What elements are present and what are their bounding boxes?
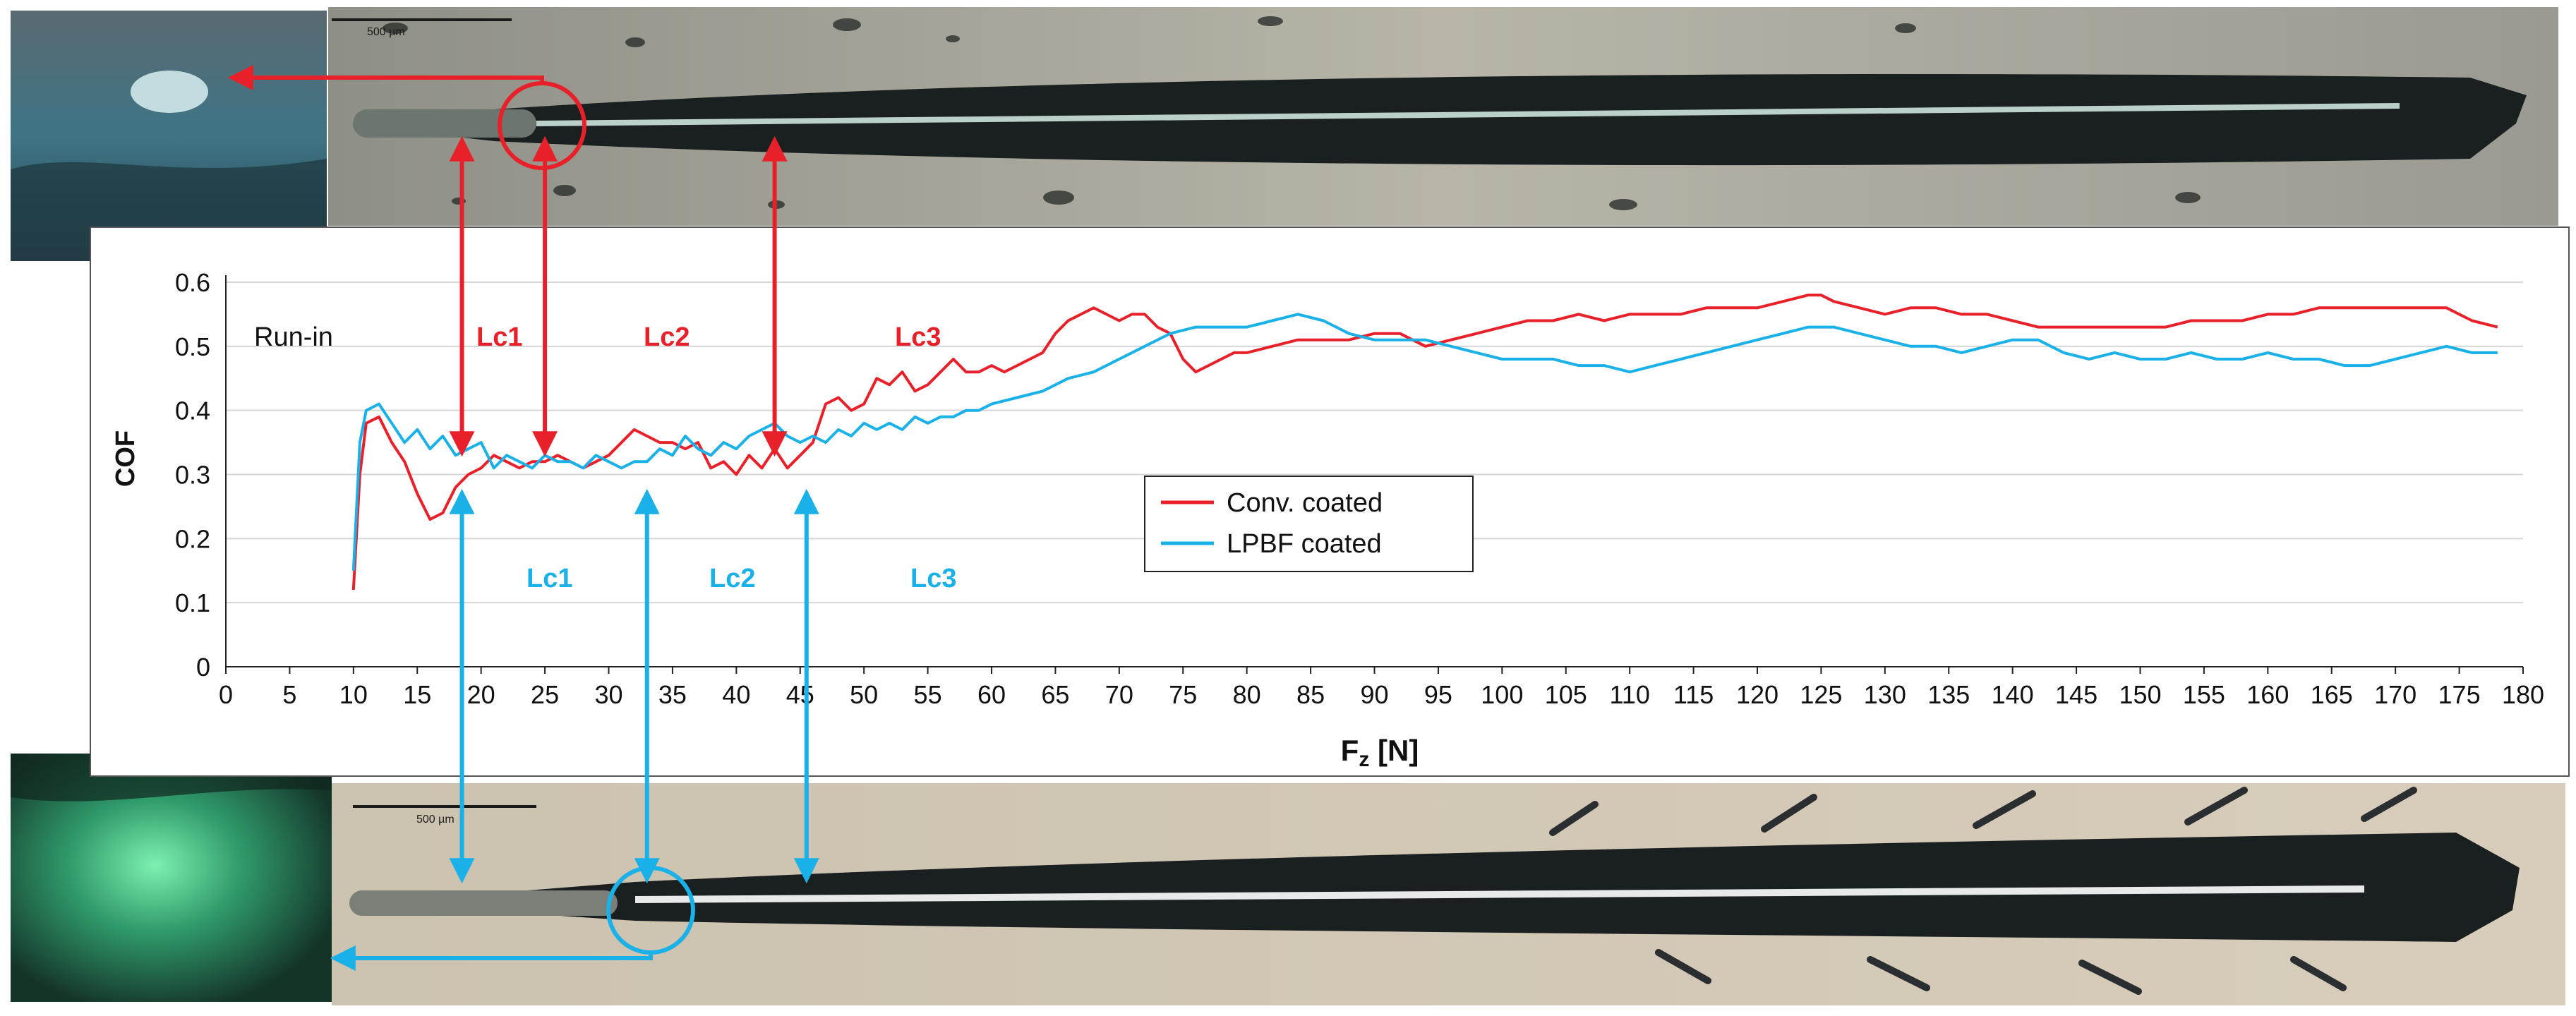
y-tick-label-0: 0 [196,653,210,682]
x-tick-label-6: 30 [594,680,622,709]
x-tick-label-14: 70 [1105,680,1133,709]
x-tick-label-1: 5 [282,680,296,709]
scratch-start-bottom [349,890,618,916]
lpbf-lc1-label: Lc1 [526,564,572,593]
x-tick-label-4: 20 [467,680,495,709]
x-tick-label-23: 115 [1673,680,1714,709]
x-tick-label-17: 85 [1296,680,1325,709]
micrograph-inset-lpbf [11,754,332,1002]
x-tick-label-13: 65 [1041,680,1069,709]
scratch-track-lpbf-image: 500 µm [332,783,2565,1005]
legend-label-lpbf: LPBF coated [1227,529,1382,559]
x-tick-label-11: 55 [914,680,942,709]
scratch-groove-bottom [367,833,2520,942]
x-tick-label-27: 135 [1927,680,1970,709]
legend-label-conv: Conv. coated [1227,488,1383,518]
y-tick-label-5: 0.5 [175,332,210,361]
scale-bar-bottom-label: 500 µm [416,814,455,826]
cof-chart: 0 0.1 0.2 0.3 0.4 0.5 0.6 0 5 10 15 20 25 30 35 40 45 50… [175,268,2544,709]
y-tick-label-6: 0.6 [175,268,210,297]
run-in-label: Run-in [254,322,333,352]
conv-lc2-label: Lc2 [644,322,690,352]
x-tick-label-12: 60 [977,680,1006,709]
y-tick-label-2: 0.2 [175,524,210,553]
x-tick-label-33: 165 [2311,680,2353,709]
x-tick-label-21: 105 [1545,680,1587,709]
x-tick-label-22: 110 [1609,680,1649,709]
zoom-arrow-lpbf [330,945,653,971]
conv-lc1-label: Lc1 [476,322,522,352]
lpbf-lc2-label: Lc2 [709,564,755,593]
scratch-highlight-bottom [634,885,2365,903]
x-tick-label-19: 95 [1424,680,1452,709]
x-tick-label-15: 75 [1169,680,1197,709]
x-tick-label-7: 35 [658,680,687,709]
y-tick-label-3: 0.3 [175,461,210,490]
x-tick-label-35: 175 [2438,680,2481,709]
x-tick-label-16: 80 [1233,680,1261,709]
scratch-start-top [353,109,536,138]
x-tick-label-31: 155 [2183,680,2225,709]
gridlines [226,282,2523,604]
scale-bar-bottom: 500 µm [353,805,536,826]
series-lines [351,294,2498,591]
scratch-highlight-top [536,103,2400,126]
x-tick-label-0: 0 [219,680,233,709]
series-line-0 [351,294,2498,591]
x-tick-label-26: 130 [1864,680,1906,709]
x-tick-label-28: 140 [1992,680,2034,709]
micrograph-inset-conv [11,11,327,261]
x-tick-label-9: 45 [786,680,814,709]
x-tick-label-25: 125 [1800,680,1842,709]
scratch-track-conv-image: 500 µm [328,7,2558,226]
zoom-arrow-conv [227,65,544,90]
y-tick-label-4: 0.4 [175,397,210,425]
y-tick-label-1: 0.1 [175,588,210,617]
conv-lc3-label: Lc3 [895,322,941,352]
x-tick-label-3: 15 [403,680,431,709]
x-tick-label-8: 40 [722,680,750,709]
x-tick-label-20: 100 [1481,680,1523,709]
x-tick-label-5: 25 [531,680,559,709]
legend-box [1144,476,1474,572]
x-axis-title: Fz [N] [1341,734,1419,771]
x-tick-label-30: 150 [2119,680,2161,709]
scratch-cracks-bottom [1549,787,2417,995]
y-tick-labels: 0 0.1 0.2 0.3 0.4 0.5 0.6 [175,268,210,682]
x-tick-labels: 0 5 10 15 20 25 30 35 40 45 50 55 60 65 70 75 80 85 90 95 10… [219,680,2544,709]
lpbf-lc3-label: Lc3 [910,564,956,593]
x-tick-label-24: 120 [1736,680,1778,709]
x-tick-label-29: 145 [2055,680,2097,709]
legend: Conv. coated LPBF coated [1144,476,1474,572]
x-tick-label-10: 50 [850,680,878,709]
x-tick-label-18: 90 [1360,680,1388,709]
x-tick-label-34: 170 [2374,680,2416,709]
scale-bar-top: 500 µm [332,18,512,38]
x-tick-label-32: 160 [2246,680,2289,709]
x-tick-label-2: 10 [339,680,368,709]
scratch-groove-top [367,74,2527,166]
scale-bar-top-label: 500 µm [367,26,405,38]
y-axis-title: COF [111,430,140,487]
series-line-1 [351,313,2498,571]
x-tick-marks [225,667,2524,674]
x-tick-label-36: 180 [2502,680,2544,709]
critical-load-arrows [449,135,819,884]
